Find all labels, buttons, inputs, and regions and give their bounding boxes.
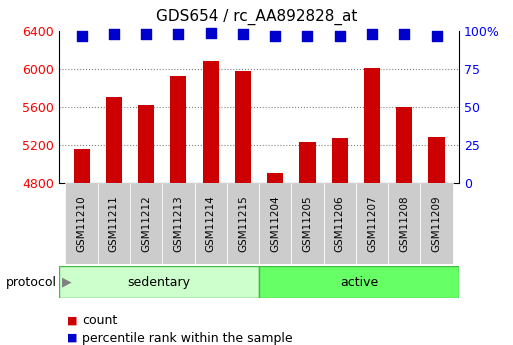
Bar	[130, 183, 162, 264]
Text: GSM11214: GSM11214	[206, 195, 215, 252]
Text: ■: ■	[67, 316, 77, 326]
Bar	[300, 142, 315, 183]
Bar	[59, 266, 259, 298]
Text: GSM11205: GSM11205	[303, 195, 312, 252]
Text: GSM11213: GSM11213	[173, 195, 183, 252]
Bar	[259, 183, 291, 264]
Bar	[170, 76, 186, 183]
Bar	[388, 183, 421, 264]
Text: percentile rank within the sample: percentile rank within the sample	[82, 332, 293, 345]
Point	[400, 31, 408, 37]
Bar	[106, 97, 122, 183]
Bar	[73, 149, 90, 183]
Text: GSM11204: GSM11204	[270, 195, 280, 252]
Text: GSM11208: GSM11208	[399, 195, 409, 252]
Bar	[332, 138, 348, 183]
Text: ■: ■	[67, 333, 77, 343]
Point	[207, 30, 215, 35]
Text: ▶: ▶	[62, 276, 71, 288]
Point	[77, 33, 86, 38]
Text: GSM11209: GSM11209	[431, 195, 442, 252]
Text: GDS654 / rc_AA892828_at: GDS654 / rc_AA892828_at	[156, 9, 357, 25]
Text: protocol: protocol	[6, 276, 56, 288]
Bar	[227, 183, 259, 264]
Text: GSM11206: GSM11206	[335, 195, 345, 252]
Text: sedentary: sedentary	[128, 276, 190, 288]
Point	[303, 33, 311, 38]
Text: GSM11215: GSM11215	[238, 195, 248, 252]
Bar	[97, 183, 130, 264]
Bar	[291, 183, 324, 264]
Bar	[421, 183, 452, 264]
Bar	[356, 183, 388, 264]
Bar	[259, 266, 459, 298]
Bar	[203, 61, 219, 183]
Bar	[364, 68, 380, 183]
Point	[174, 31, 183, 37]
Text: count: count	[82, 314, 117, 327]
Point	[432, 33, 441, 38]
Point	[110, 31, 118, 37]
Text: GSM11207: GSM11207	[367, 195, 377, 252]
Text: GSM11210: GSM11210	[76, 195, 87, 252]
Point	[142, 31, 150, 37]
Point	[239, 31, 247, 37]
Bar	[194, 183, 227, 264]
Text: GSM11211: GSM11211	[109, 195, 119, 252]
Bar	[138, 105, 154, 183]
Bar	[162, 183, 194, 264]
Bar	[235, 71, 251, 183]
Text: GSM11212: GSM11212	[141, 195, 151, 252]
Bar	[396, 107, 412, 183]
Point	[336, 33, 344, 38]
Bar	[324, 183, 356, 264]
Text: active: active	[340, 276, 378, 288]
Bar	[428, 137, 445, 183]
Bar	[66, 183, 97, 264]
Point	[271, 33, 279, 38]
Bar	[267, 173, 283, 183]
Point	[368, 31, 376, 37]
